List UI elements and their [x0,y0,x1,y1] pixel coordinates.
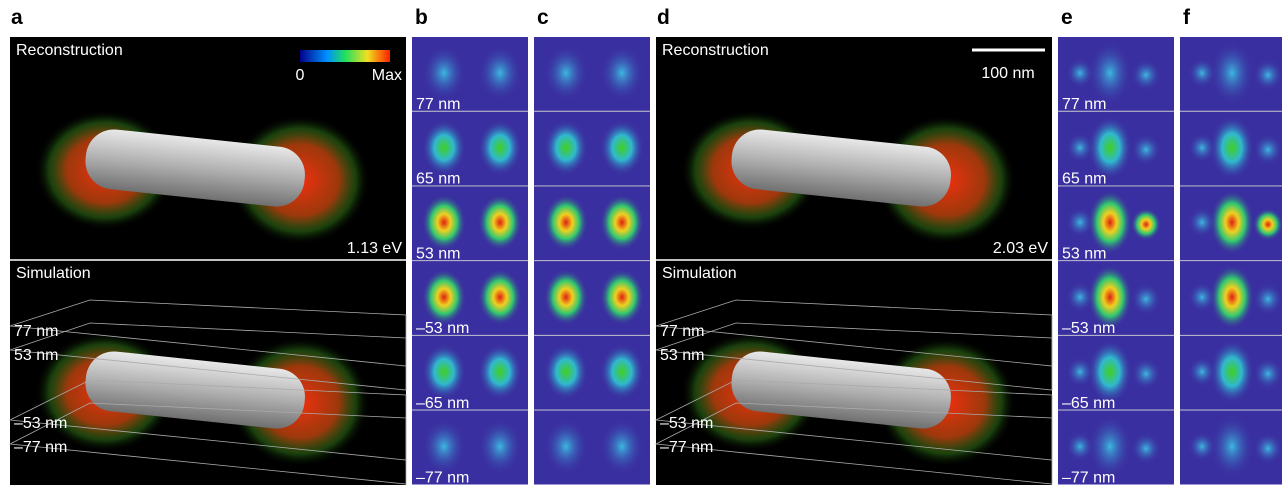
blob [422,344,466,400]
blob [1210,190,1254,254]
plane-label: 53 nm [14,347,58,364]
panel-letter: c [537,6,549,29]
figure: a Reconstruction 1.13 eV Simulation 77 nm 53 … [0,0,1282,485]
colorbar-max: Max [372,67,402,84]
blob [422,269,466,325]
slice-label: –53 nm [1062,320,1115,337]
blob [600,194,644,250]
plane-label: –77 nm [660,439,713,456]
blob [1210,116,1254,180]
blob [1131,433,1161,465]
blob [422,120,466,176]
panel-letter: b [415,6,428,29]
plane-label: –77 nm [14,439,67,456]
simulation-title: Simulation [662,265,737,282]
blob [544,344,588,400]
blob [478,344,522,400]
blob [1253,358,1282,390]
reconstruction-title: Reconstruction [662,42,769,59]
blob [478,269,522,325]
blob [478,419,522,475]
blob [422,45,466,101]
blob [1253,283,1282,315]
plane-label: –53 nm [660,415,713,432]
blob [478,120,522,176]
panel-letter: f [1183,6,1191,29]
blob [1210,340,1254,404]
blob [1131,283,1161,315]
slice-label: –65 nm [416,395,469,412]
slice-label: 65 nm [416,171,460,188]
blob [544,269,588,325]
simulation-title: Simulation [16,265,91,282]
blob [600,120,644,176]
reconstruction-title: Reconstruction [16,42,123,59]
blob [600,45,644,101]
plane-label: 53 nm [660,347,704,364]
slice-label: –77 nm [416,470,469,485]
slice-label: 53 nm [1062,245,1106,262]
blob [1131,358,1161,390]
blob [422,194,466,250]
panel-letter: e [1061,6,1073,29]
energy-label: 2.03 eV [993,240,1048,257]
blob [1131,59,1161,91]
blob [544,419,588,475]
slice-label: 65 nm [1062,171,1106,188]
blob [478,45,522,101]
blob [544,45,588,101]
plane-label: 77 nm [14,323,58,340]
plane-label: –53 nm [14,415,67,432]
blob [600,419,644,475]
plane-label: 77 nm [660,323,704,340]
slice-label: –53 nm [416,320,469,337]
blob [544,194,588,250]
slice-label: 77 nm [416,96,460,113]
blob [600,344,644,400]
blob [1253,134,1282,166]
energy-label: 1.13 eV [347,240,402,257]
slice-label: 53 nm [416,245,460,262]
colorbar [300,50,390,62]
blob [478,194,522,250]
blob [600,269,644,325]
blob [1131,134,1161,166]
slice-label: –77 nm [1062,470,1115,485]
blob [1210,415,1254,479]
panel-letter: d [657,6,670,29]
slice-label: 77 nm [1062,96,1106,113]
panel-letter: a [11,6,23,29]
blob [544,120,588,176]
blob [1253,208,1282,240]
colorbar-min: 0 [296,67,305,84]
blob [422,419,466,475]
blob [1131,208,1161,240]
slice-label: –65 nm [1062,395,1115,412]
blob [1253,59,1282,91]
blob [1210,265,1254,329]
blob [1253,433,1282,465]
scale-bar-label: 100 nm [981,65,1034,82]
blob [1210,41,1254,105]
